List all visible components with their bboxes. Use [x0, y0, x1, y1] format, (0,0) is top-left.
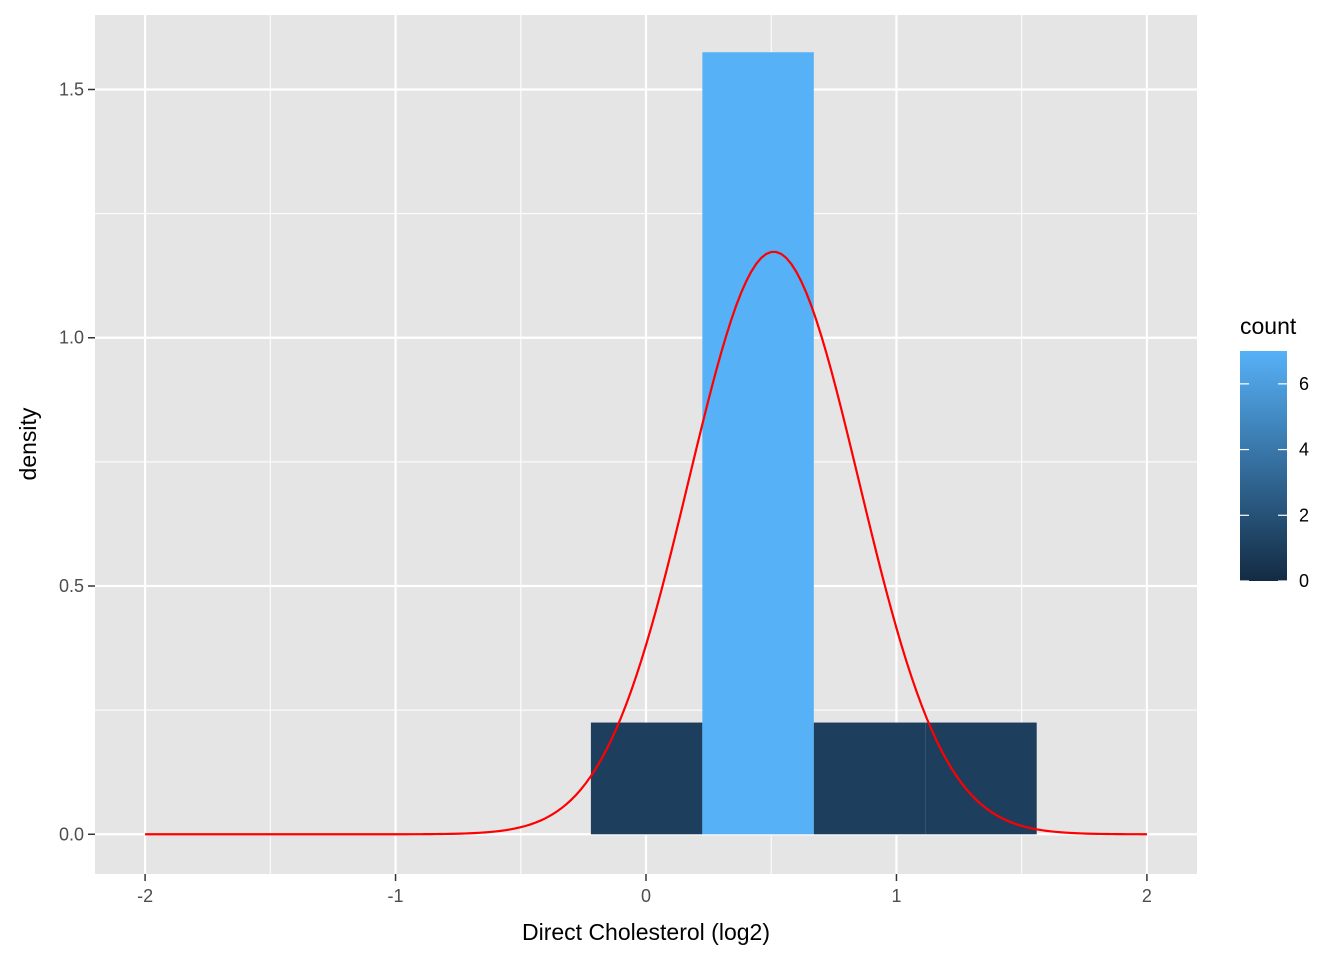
legend-title: count — [1240, 313, 1297, 339]
x-tick-label: 0 — [641, 886, 651, 906]
histogram-bar — [813, 722, 926, 835]
x-tick-label: 1 — [891, 886, 901, 906]
legend: count 0 2 4 6 — [1240, 313, 1309, 591]
legend-colorbar — [1240, 351, 1287, 581]
histogram-bar — [702, 52, 814, 835]
legend-ticks: 0 2 4 6 — [1240, 374, 1309, 591]
x-tick-label: -2 — [137, 886, 153, 906]
y-tick-label: 1.5 — [59, 79, 84, 99]
x-axis: -2 -1 0 1 2 — [137, 874, 1152, 906]
y-axis: 0.0 0.5 1.0 1.5 — [59, 79, 95, 844]
legend-tick-label: 6 — [1299, 374, 1309, 394]
x-tick-label: -1 — [388, 886, 404, 906]
legend-tick-label: 2 — [1299, 505, 1309, 525]
histogram-bar — [925, 722, 1037, 835]
y-tick-label: 0.5 — [59, 576, 84, 596]
y-tick-label: 1.0 — [59, 328, 84, 348]
x-tick-label: 2 — [1142, 886, 1152, 906]
histogram-bar — [590, 722, 703, 835]
histogram-bars — [590, 52, 1037, 835]
x-axis-title: Direct Cholesterol (log2) — [522, 919, 770, 945]
y-tick-label: 0.0 — [59, 824, 84, 844]
legend-tick-label: 0 — [1299, 571, 1309, 591]
y-axis-title: density — [15, 407, 41, 480]
density-curve — [145, 250, 1147, 836]
legend-tick-label: 4 — [1299, 440, 1309, 460]
